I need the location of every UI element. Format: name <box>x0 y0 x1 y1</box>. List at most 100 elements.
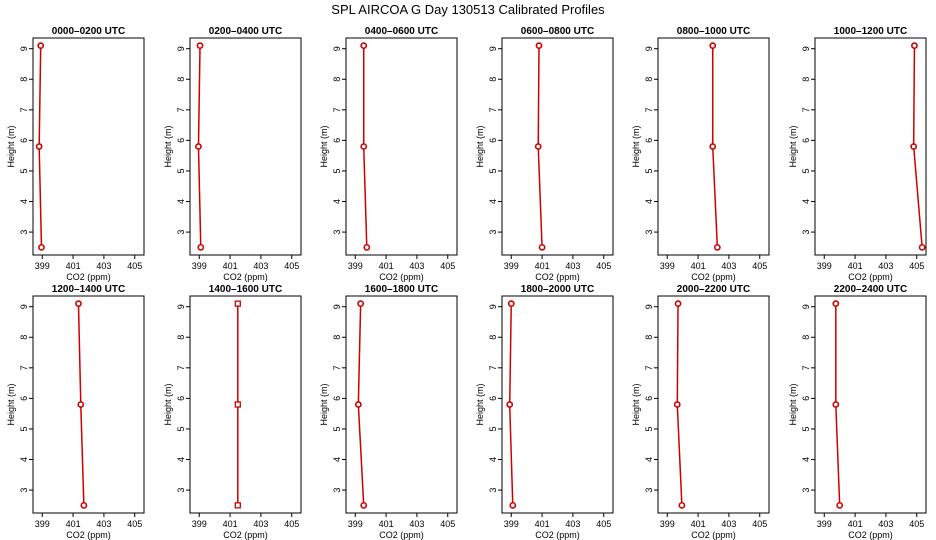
plot-frame <box>32 37 145 256</box>
data-point <box>534 143 542 150</box>
y-tick-label: 8 <box>644 335 654 340</box>
profile-panel: 2000–2200 UTC 399 401 403 405 3 4 5 6 7 8 9 CO2 (ppm… <box>631 284 770 540</box>
data-point <box>535 42 543 50</box>
data-point <box>360 42 368 50</box>
y-tick-label: 7 <box>644 107 654 112</box>
x-tick-label: 399 <box>348 519 363 529</box>
y-tick-label: 7 <box>488 107 498 112</box>
y-tick-label: 7 <box>176 365 186 370</box>
y-tick-label: 4 <box>644 199 654 204</box>
plot-frame <box>189 37 302 256</box>
data-point <box>234 300 241 307</box>
plot-frame <box>189 295 302 514</box>
y-tick-label: 6 <box>644 138 654 143</box>
plot-frame <box>345 37 458 256</box>
y-tick-label: 3 <box>801 488 811 493</box>
panel-title: 2200–2400 UTC <box>834 284 907 295</box>
x-tick-label: 399 <box>192 261 207 271</box>
y-axis-label: Height (m) <box>475 383 485 425</box>
x-tick-label: 405 <box>284 519 299 529</box>
x-axis-label: CO2 (ppm) <box>691 272 736 282</box>
x-tick-label: 399 <box>660 519 675 529</box>
y-tick-label: 3 <box>801 230 811 235</box>
y-tick-label: 6 <box>488 138 498 143</box>
y-tick-label: 6 <box>332 396 342 401</box>
y-tick-label: 8 <box>488 335 498 340</box>
x-tick-label: 405 <box>596 519 611 529</box>
x-tick-label: 405 <box>284 261 299 271</box>
x-axis-label: CO2 (ppm) <box>848 530 893 540</box>
y-tick-label: 5 <box>332 426 342 431</box>
plot-frame <box>814 295 927 514</box>
y-axis-label: Height (m) <box>631 383 641 425</box>
y-tick-label: 6 <box>19 396 29 401</box>
x-tick-label: 399 <box>35 519 50 529</box>
y-tick-label: 7 <box>644 365 654 370</box>
y-tick-label: 8 <box>801 335 811 340</box>
y-tick-label: 4 <box>19 199 29 204</box>
x-tick-label: 405 <box>127 261 142 271</box>
data-point <box>678 501 686 509</box>
x-tick-label: 399 <box>660 261 675 271</box>
y-axis-label: Height (m) <box>788 383 798 425</box>
y-tick-label: 6 <box>332 138 342 143</box>
x-tick-label: 399 <box>35 261 50 271</box>
y-axis-label: Height (m) <box>475 125 485 167</box>
x-tick-label: 405 <box>909 261 924 271</box>
x-axis-label: CO2 (ppm) <box>379 272 424 282</box>
x-tick-label: 401 <box>848 519 863 529</box>
panel-title: 2000–2200 UTC <box>677 284 750 295</box>
data-point <box>836 501 844 509</box>
x-axis-label: CO2 (ppm) <box>691 530 736 540</box>
y-tick-label: 9 <box>488 46 498 51</box>
x-tick-label: 399 <box>504 261 519 271</box>
y-tick-label: 5 <box>488 168 498 173</box>
plot-frame <box>657 37 770 256</box>
y-tick-label: 5 <box>19 168 29 173</box>
y-tick-label: 9 <box>332 46 342 51</box>
data-point <box>506 401 514 408</box>
x-axis-label: CO2 (ppm) <box>535 272 580 282</box>
x-tick-label: 401 <box>223 519 238 529</box>
x-tick-label: 401 <box>535 261 550 271</box>
data-point <box>713 243 721 251</box>
x-tick-label: 403 <box>878 519 893 529</box>
data-point <box>918 243 926 251</box>
x-tick-label: 401 <box>535 519 550 529</box>
x-tick-label: 405 <box>127 519 142 529</box>
y-tick-label: 6 <box>801 396 811 401</box>
data-point <box>674 300 682 308</box>
x-tick-label: 403 <box>721 261 736 271</box>
panel-title: 0800–1000 UTC <box>677 26 750 37</box>
y-tick-label: 8 <box>801 77 811 82</box>
y-tick-label: 5 <box>176 168 186 173</box>
panel-title: 0600–0800 UTC <box>521 26 594 37</box>
panel-title: 1800–2000 UTC <box>521 284 594 295</box>
profile-panel: 0200–0400 UTC 399 401 403 405 3 4 5 6 7 8 9 CO2 (ppm… <box>163 26 302 282</box>
y-tick-label: 4 <box>332 457 342 462</box>
y-tick-label: 5 <box>488 426 498 431</box>
data-point <box>673 401 681 408</box>
y-axis-label: Height (m) <box>319 383 329 425</box>
panel-title: 0200–0400 UTC <box>209 26 282 37</box>
data-point <box>509 501 517 509</box>
x-axis-label: CO2 (ppm) <box>379 530 424 540</box>
x-axis-label: CO2 (ppm) <box>66 530 111 540</box>
plot-frame <box>501 37 614 256</box>
y-tick-label: 8 <box>644 77 654 82</box>
y-tick-label: 9 <box>332 304 342 309</box>
data-point <box>832 300 840 308</box>
data-point <box>709 143 717 150</box>
x-tick-label: 401 <box>848 261 863 271</box>
x-tick-label: 403 <box>253 261 268 271</box>
y-tick-label: 6 <box>19 138 29 143</box>
x-tick-label: 399 <box>817 261 832 271</box>
panel-title: 1600–1800 UTC <box>365 284 438 295</box>
y-tick-label: 8 <box>176 335 186 340</box>
y-axis-label: Height (m) <box>163 383 173 425</box>
x-tick-label: 403 <box>878 261 893 271</box>
data-point <box>75 300 82 308</box>
y-tick-label: 7 <box>176 107 186 112</box>
data-point <box>357 300 365 308</box>
